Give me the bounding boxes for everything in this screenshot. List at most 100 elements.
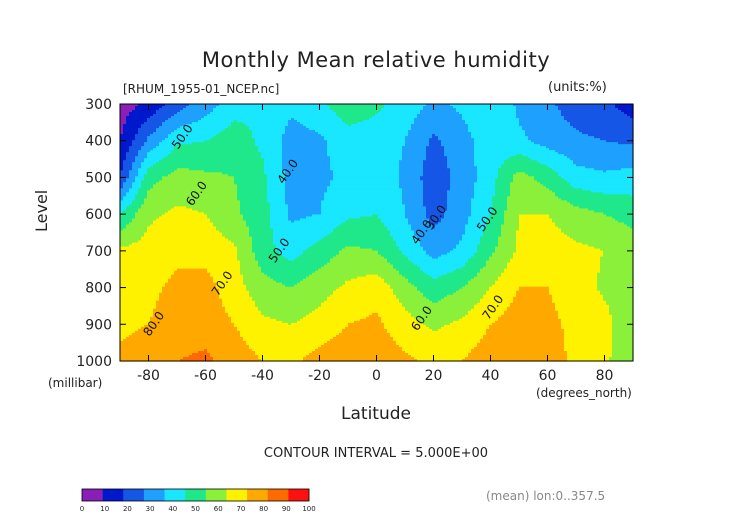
field-cell	[237, 124, 241, 127]
field-cell	[252, 124, 256, 127]
field-cell	[450, 106, 454, 109]
field-cell	[588, 106, 592, 109]
field-cell	[621, 122, 625, 125]
field-cell	[357, 120, 361, 123]
field-cell	[417, 112, 421, 115]
field-cell	[498, 120, 502, 123]
field-cell	[495, 110, 499, 113]
field-cell	[285, 112, 289, 115]
field-cell	[144, 124, 148, 127]
field-cell	[384, 118, 388, 121]
field-cell	[177, 110, 181, 113]
field-cell	[438, 104, 442, 107]
field-cell	[168, 112, 172, 115]
field-cell	[150, 126, 154, 129]
field-cell	[312, 112, 316, 115]
field-cell	[174, 114, 178, 117]
field-cell	[354, 124, 358, 127]
field-cell	[183, 120, 187, 123]
field-cell	[216, 114, 220, 117]
field-cell	[291, 122, 295, 125]
field-cell	[396, 106, 400, 109]
field-cell	[273, 118, 277, 121]
field-cell	[201, 120, 205, 123]
field-cell	[549, 120, 553, 123]
field-cell	[372, 126, 376, 129]
field-cell	[207, 118, 211, 121]
field-cell	[414, 126, 418, 129]
field-cell	[126, 126, 130, 129]
field-cell	[498, 114, 502, 117]
field-cell	[456, 120, 460, 123]
field-cell	[246, 104, 250, 107]
field-cell	[579, 120, 583, 123]
field-cell	[372, 104, 376, 107]
field-cell	[186, 104, 190, 107]
field-cell	[477, 104, 481, 107]
field-cell	[276, 120, 280, 123]
field-cell	[177, 118, 181, 121]
field-cell	[432, 124, 436, 127]
field-cell	[627, 106, 631, 109]
field-cell	[543, 112, 547, 115]
field-cell	[459, 116, 463, 119]
field-cell	[357, 114, 361, 117]
field-cell	[543, 108, 547, 111]
field-cell	[138, 120, 142, 123]
field-cell	[399, 106, 403, 109]
field-cell	[162, 110, 166, 113]
field-cell	[447, 124, 451, 127]
field-cell	[231, 114, 235, 117]
field-cell	[552, 108, 556, 111]
field-cell	[627, 126, 631, 129]
field-cell	[120, 112, 124, 115]
field-cell	[189, 112, 193, 115]
field-cell	[576, 112, 580, 115]
field-cell	[402, 114, 406, 117]
field-cell	[303, 116, 307, 119]
field-cell	[237, 118, 241, 121]
field-cell	[561, 114, 565, 117]
field-cell	[282, 108, 286, 111]
field-cell	[207, 128, 211, 131]
field-cell	[333, 104, 337, 107]
field-cell	[393, 120, 397, 123]
field-cell	[258, 120, 262, 123]
field-cell	[339, 120, 343, 123]
field-cell	[321, 106, 325, 109]
field-cell	[213, 126, 217, 129]
field-cell	[369, 106, 373, 109]
field-cell	[234, 108, 238, 111]
field-cell	[285, 104, 289, 107]
field-cell	[312, 106, 316, 109]
field-cell	[357, 110, 361, 113]
field-cell	[306, 128, 310, 131]
field-cell	[585, 118, 589, 121]
field-cell	[318, 116, 322, 119]
field-cell	[486, 124, 490, 127]
field-cell	[210, 108, 214, 111]
field-cell	[561, 104, 565, 107]
field-cell	[411, 126, 415, 129]
longitude-footnote: (mean) lon:0..357.5	[486, 489, 605, 503]
field-cell	[126, 122, 130, 125]
field-cell	[609, 114, 613, 117]
field-cell	[363, 128, 367, 131]
field-cell	[471, 104, 475, 107]
field-cell	[339, 108, 343, 111]
field-cell	[366, 128, 370, 131]
field-cell	[249, 118, 253, 121]
field-cell	[591, 110, 595, 113]
field-cell	[591, 104, 595, 107]
field-cell	[276, 110, 280, 113]
field-cell	[603, 122, 607, 125]
field-cell	[420, 114, 424, 117]
field-cell	[144, 118, 148, 121]
field-cell	[480, 104, 484, 107]
field-cell	[441, 128, 445, 131]
field-cell	[549, 118, 553, 121]
field-cell	[381, 120, 385, 123]
field-cell	[321, 104, 325, 107]
field-cell	[603, 116, 607, 119]
field-cell	[513, 106, 517, 109]
